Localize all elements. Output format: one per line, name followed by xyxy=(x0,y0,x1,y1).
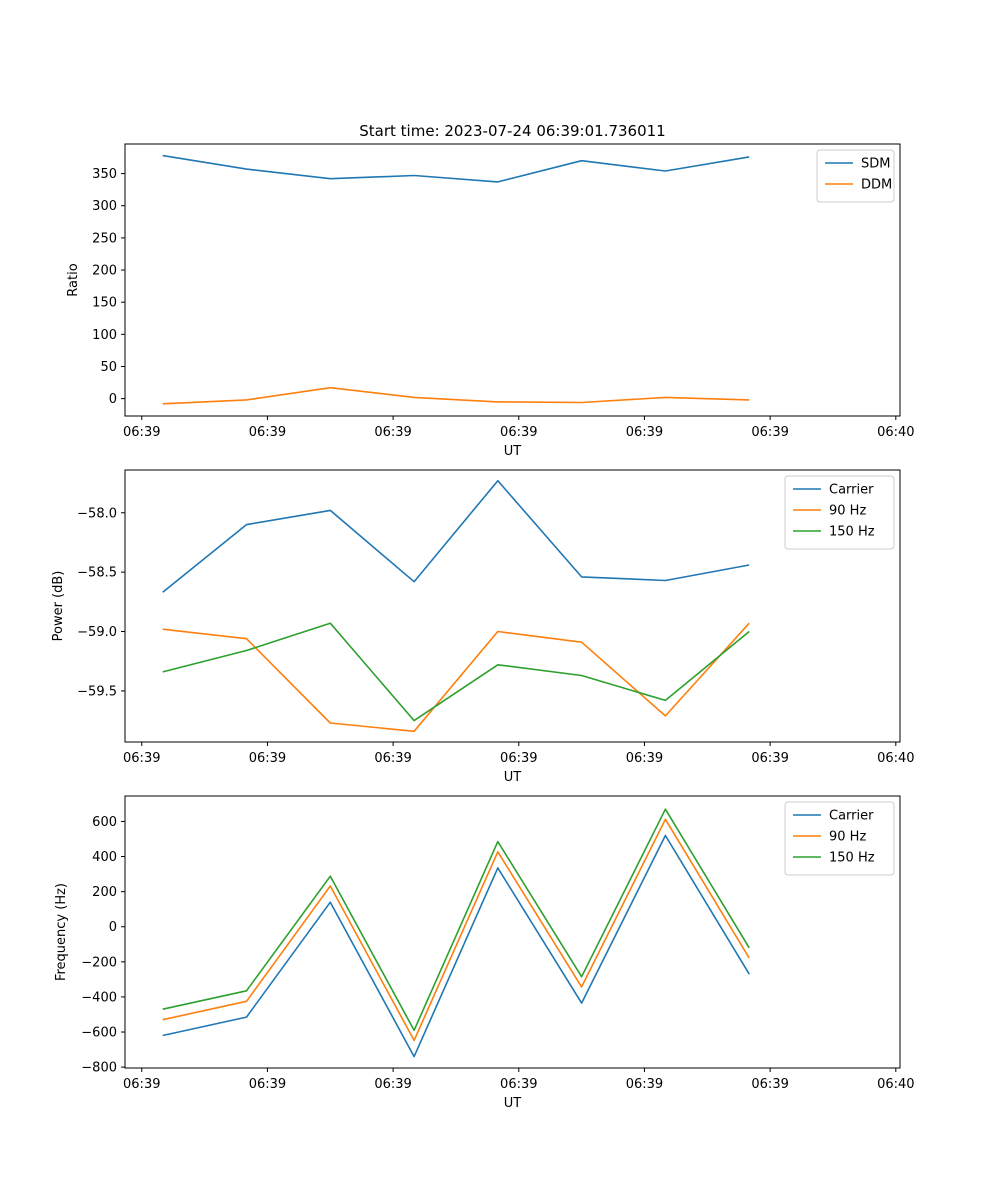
x-tick-label: 06:39 xyxy=(374,751,411,766)
y-tick-label: 350 xyxy=(92,167,117,182)
x-axis-label: UT xyxy=(504,770,522,785)
x-axis-label: UT xyxy=(504,1096,522,1111)
y-tick-label: 50 xyxy=(100,360,117,375)
chart-title: Start time: 2023-07-24 06:39:01.736011 xyxy=(359,122,665,140)
axes-frame xyxy=(124,795,901,1069)
series-line-90-hz xyxy=(162,622,750,733)
legend-label: Carrier xyxy=(829,809,874,824)
y-tick-label: 250 xyxy=(92,231,117,246)
x-tick-label: 06:39 xyxy=(249,751,286,766)
x-tick-label: 06:39 xyxy=(751,751,788,766)
x-tick-label: 06:39 xyxy=(500,751,537,766)
legend-label: 150 Hz xyxy=(829,851,875,866)
y-tick-label: −59.5 xyxy=(77,684,117,699)
legend: Carrier 90 Hz 150 Hz xyxy=(784,475,895,550)
x-tick-label: 06:39 xyxy=(123,425,160,440)
x-tick-label: 06:39 xyxy=(751,425,788,440)
legend-label: Carrier xyxy=(829,483,874,498)
y-tick-label: 150 xyxy=(92,296,117,311)
series-line-150-hz xyxy=(162,622,750,722)
panel-3: 06:39 06:39 06:39 06:39 06:39 06:39 06:40 −800 −… xyxy=(54,795,915,1111)
y-tick-label: −58.5 xyxy=(77,566,117,581)
x-tick-label: 06:40 xyxy=(877,425,914,440)
y-tick-label: 0 xyxy=(109,920,117,935)
y-tick-label: 400 xyxy=(92,850,117,865)
x-tick-label: 06:39 xyxy=(751,1077,788,1092)
panel-2: 06:39 06:39 06:39 06:39 06:39 06:39 06:40 −59.5… xyxy=(51,469,915,785)
x-tick-label: 06:39 xyxy=(249,425,286,440)
x-tick-label: 06:39 xyxy=(374,1077,411,1092)
y-tick-label: 200 xyxy=(92,885,117,900)
x-tick-label: 06:39 xyxy=(626,425,663,440)
series-line-ddm xyxy=(162,386,750,405)
x-tick-label: 06:40 xyxy=(877,1077,914,1092)
axes-frame xyxy=(124,469,901,743)
y-tick-label: −600 xyxy=(81,1026,117,1041)
legend-label: SDM xyxy=(861,157,890,172)
series-line-150-hz xyxy=(162,808,750,1032)
x-tick-label: 06:39 xyxy=(123,751,160,766)
x-tick-label: 06:39 xyxy=(374,425,411,440)
y-tick-label: 100 xyxy=(92,328,117,343)
y-tick-label: 200 xyxy=(92,264,117,279)
x-tick-label: 06:40 xyxy=(877,751,914,766)
y-axis-label: Power (dB) xyxy=(51,571,66,642)
x-tick-label: 06:39 xyxy=(626,751,663,766)
legend-label: DDM xyxy=(861,178,892,193)
x-tick-label: 06:39 xyxy=(249,1077,286,1092)
legend-label: 90 Hz xyxy=(829,504,866,519)
series-line-carrier xyxy=(162,479,750,593)
y-tick-label: −59.0 xyxy=(77,625,117,640)
x-tick-label: 06:39 xyxy=(123,1077,160,1092)
series-line-90-hz xyxy=(162,818,750,1042)
y-tick-label: 0 xyxy=(109,392,117,407)
x-axis-label: UT xyxy=(504,444,522,459)
y-tick-label: −58.0 xyxy=(77,506,117,521)
y-tick-label: 300 xyxy=(92,199,117,214)
legend-label: 150 Hz xyxy=(829,525,875,540)
x-tick-label: 06:39 xyxy=(500,1077,537,1092)
x-tick-label: 06:39 xyxy=(500,425,537,440)
x-tick-label: 06:39 xyxy=(626,1077,663,1092)
axes-frame xyxy=(124,143,901,417)
panel-1: 06:39 06:39 06:39 06:39 06:39 06:39 06:40 0 50 10… xyxy=(66,122,915,459)
y-tick-label: 600 xyxy=(92,815,117,830)
y-tick-label: −400 xyxy=(81,990,117,1005)
y-axis-label: Frequency (Hz) xyxy=(54,883,69,981)
y-tick-label: −200 xyxy=(81,955,117,970)
y-axis-label: Ratio xyxy=(66,263,81,296)
legend: Carrier 90 Hz 150 Hz xyxy=(784,801,895,876)
y-tick-label: −800 xyxy=(81,1061,117,1076)
series-line-carrier xyxy=(162,834,750,1058)
legend-label: 90 Hz xyxy=(829,830,866,845)
series-line-sdm xyxy=(162,154,750,183)
legend: SDM DDM xyxy=(816,149,895,203)
